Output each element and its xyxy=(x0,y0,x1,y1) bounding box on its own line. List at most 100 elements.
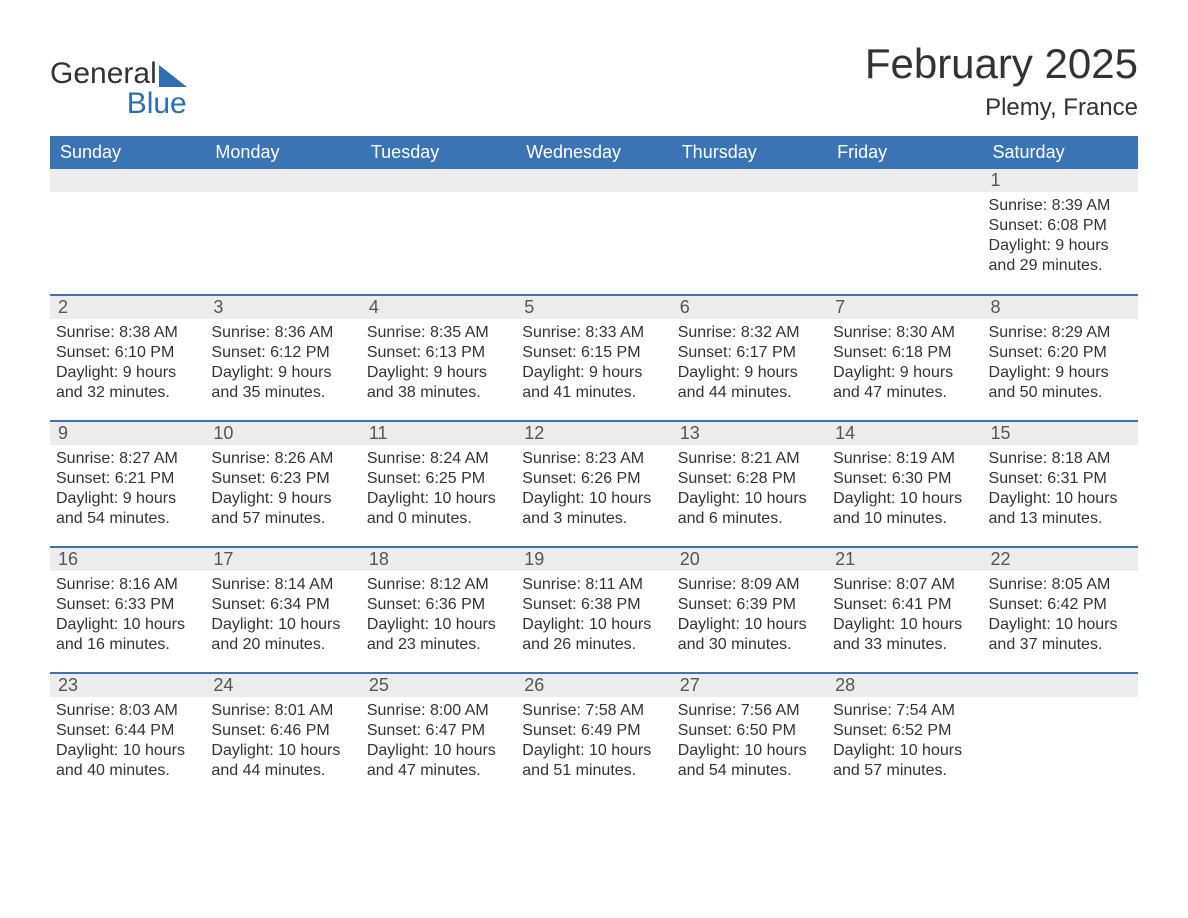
day-sunrise: Sunrise: 8:00 AM xyxy=(367,701,510,721)
day-daylight1: Daylight: 10 hours xyxy=(678,615,821,635)
day-daylight2: and 13 minutes. xyxy=(989,509,1132,529)
day-daylight1: Daylight: 10 hours xyxy=(522,615,665,635)
day-cell: 12Sunrise: 8:23 AMSunset: 6:26 PMDayligh… xyxy=(516,421,671,547)
day-number xyxy=(205,169,360,192)
day-sunset: Sunset: 6:49 PM xyxy=(522,721,665,741)
day-cell xyxy=(983,673,1138,799)
day-number: 12 xyxy=(516,422,671,445)
day-cell: 21Sunrise: 8:07 AMSunset: 6:41 PMDayligh… xyxy=(827,547,982,673)
day-details: Sunrise: 7:54 AMSunset: 6:52 PMDaylight:… xyxy=(827,697,982,787)
day-cell: 24Sunrise: 8:01 AMSunset: 6:46 PMDayligh… xyxy=(205,673,360,799)
day-sunset: Sunset: 6:08 PM xyxy=(989,216,1132,236)
day-cell: 11Sunrise: 8:24 AMSunset: 6:25 PMDayligh… xyxy=(361,421,516,547)
dayhead-thursday: Thursday xyxy=(672,136,827,169)
day-cell: 13Sunrise: 8:21 AMSunset: 6:28 PMDayligh… xyxy=(672,421,827,547)
day-sunrise: Sunrise: 8:12 AM xyxy=(367,575,510,595)
day-sunrise: Sunrise: 8:36 AM xyxy=(211,323,354,343)
day-sunset: Sunset: 6:18 PM xyxy=(833,343,976,363)
day-number: 19 xyxy=(516,548,671,571)
day-sunrise: Sunrise: 8:38 AM xyxy=(56,323,199,343)
day-daylight1: Daylight: 10 hours xyxy=(833,489,976,509)
day-details: Sunrise: 7:56 AMSunset: 6:50 PMDaylight:… xyxy=(672,697,827,787)
day-daylight1: Daylight: 9 hours xyxy=(833,363,976,383)
day-sunset: Sunset: 6:15 PM xyxy=(522,343,665,363)
day-sunset: Sunset: 6:23 PM xyxy=(211,469,354,489)
dayhead-wednesday: Wednesday xyxy=(516,136,671,169)
day-cell: 5Sunrise: 8:33 AMSunset: 6:15 PMDaylight… xyxy=(516,295,671,421)
day-details: Sunrise: 8:05 AMSunset: 6:42 PMDaylight:… xyxy=(983,571,1138,661)
day-daylight2: and 0 minutes. xyxy=(367,509,510,529)
day-sunrise: Sunrise: 8:09 AM xyxy=(678,575,821,595)
dayhead-friday: Friday xyxy=(827,136,982,169)
day-daylight1: Daylight: 10 hours xyxy=(211,615,354,635)
day-cell: 2Sunrise: 8:38 AMSunset: 6:10 PMDaylight… xyxy=(50,295,205,421)
day-daylight2: and 54 minutes. xyxy=(678,761,821,781)
day-details: Sunrise: 8:39 AMSunset: 6:08 PMDaylight:… xyxy=(983,192,1138,282)
day-number: 1 xyxy=(983,169,1138,192)
day-sunset: Sunset: 6:41 PM xyxy=(833,595,976,615)
day-sunset: Sunset: 6:31 PM xyxy=(989,469,1132,489)
day-details: Sunrise: 8:23 AMSunset: 6:26 PMDaylight:… xyxy=(516,445,671,535)
day-number: 28 xyxy=(827,674,982,697)
day-details xyxy=(983,697,1138,707)
day-sunset: Sunset: 6:26 PM xyxy=(522,469,665,489)
day-sunset: Sunset: 6:39 PM xyxy=(678,595,821,615)
day-details: Sunrise: 8:26 AMSunset: 6:23 PMDaylight:… xyxy=(205,445,360,535)
day-sunrise: Sunrise: 8:32 AM xyxy=(678,323,821,343)
day-sunrise: Sunrise: 7:58 AM xyxy=(522,701,665,721)
day-sunrise: Sunrise: 8:14 AM xyxy=(211,575,354,595)
day-daylight2: and 26 minutes. xyxy=(522,635,665,655)
day-details: Sunrise: 8:35 AMSunset: 6:13 PMDaylight:… xyxy=(361,319,516,409)
day-number: 11 xyxy=(361,422,516,445)
day-sunset: Sunset: 6:30 PM xyxy=(833,469,976,489)
day-number xyxy=(516,169,671,192)
day-daylight1: Daylight: 9 hours xyxy=(989,363,1132,383)
day-daylight2: and 37 minutes. xyxy=(989,635,1132,655)
day-daylight2: and 29 minutes. xyxy=(989,256,1132,276)
day-daylight1: Daylight: 10 hours xyxy=(367,489,510,509)
day-number: 16 xyxy=(50,548,205,571)
day-cell: 1Sunrise: 8:39 AMSunset: 6:08 PMDaylight… xyxy=(983,169,1138,295)
day-daylight1: Daylight: 10 hours xyxy=(211,741,354,761)
calendar-body: 1Sunrise: 8:39 AMSunset: 6:08 PMDaylight… xyxy=(50,169,1138,799)
day-daylight2: and 57 minutes. xyxy=(211,509,354,529)
day-daylight2: and 40 minutes. xyxy=(56,761,199,781)
day-sunrise: Sunrise: 7:54 AM xyxy=(833,701,976,721)
day-details xyxy=(205,192,360,202)
calendar-header-row: Sunday Monday Tuesday Wednesday Thursday… xyxy=(50,136,1138,169)
day-sunrise: Sunrise: 8:11 AM xyxy=(522,575,665,595)
day-cell xyxy=(516,169,671,295)
day-details: Sunrise: 8:09 AMSunset: 6:39 PMDaylight:… xyxy=(672,571,827,661)
day-sunset: Sunset: 6:10 PM xyxy=(56,343,199,363)
day-number: 24 xyxy=(205,674,360,697)
day-number: 23 xyxy=(50,674,205,697)
day-cell: 8Sunrise: 8:29 AMSunset: 6:20 PMDaylight… xyxy=(983,295,1138,421)
day-number: 18 xyxy=(361,548,516,571)
day-daylight1: Daylight: 9 hours xyxy=(678,363,821,383)
day-number: 6 xyxy=(672,296,827,319)
week-row: 2Sunrise: 8:38 AMSunset: 6:10 PMDaylight… xyxy=(50,295,1138,421)
day-sunset: Sunset: 6:33 PM xyxy=(56,595,199,615)
day-sunset: Sunset: 6:42 PM xyxy=(989,595,1132,615)
day-cell xyxy=(50,169,205,295)
day-cell: 15Sunrise: 8:18 AMSunset: 6:31 PMDayligh… xyxy=(983,421,1138,547)
dayhead-tuesday: Tuesday xyxy=(361,136,516,169)
day-cell: 18Sunrise: 8:12 AMSunset: 6:36 PMDayligh… xyxy=(361,547,516,673)
day-sunrise: Sunrise: 8:33 AM xyxy=(522,323,665,343)
day-sunset: Sunset: 6:13 PM xyxy=(367,343,510,363)
day-details: Sunrise: 8:00 AMSunset: 6:47 PMDaylight:… xyxy=(361,697,516,787)
day-number xyxy=(672,169,827,192)
day-cell: 9Sunrise: 8:27 AMSunset: 6:21 PMDaylight… xyxy=(50,421,205,547)
day-number xyxy=(827,169,982,192)
day-details: Sunrise: 8:33 AMSunset: 6:15 PMDaylight:… xyxy=(516,319,671,409)
day-daylight2: and 44 minutes. xyxy=(678,383,821,403)
day-cell: 6 Sunrise: 8:32 AMSunset: 6:17 PMDaylight… xyxy=(672,295,827,421)
day-daylight2: and 16 minutes. xyxy=(56,635,199,655)
day-details: Sunrise: 7:58 AMSunset: 6:49 PMDaylight:… xyxy=(516,697,671,787)
day-sunset: Sunset: 6:17 PM xyxy=(678,343,821,363)
day-daylight1: Daylight: 9 hours xyxy=(367,363,510,383)
day-sunrise: Sunrise: 8:01 AM xyxy=(211,701,354,721)
day-number: 13 xyxy=(672,422,827,445)
day-number: 4 xyxy=(361,296,516,319)
day-sunrise: Sunrise: 7:56 AM xyxy=(678,701,821,721)
